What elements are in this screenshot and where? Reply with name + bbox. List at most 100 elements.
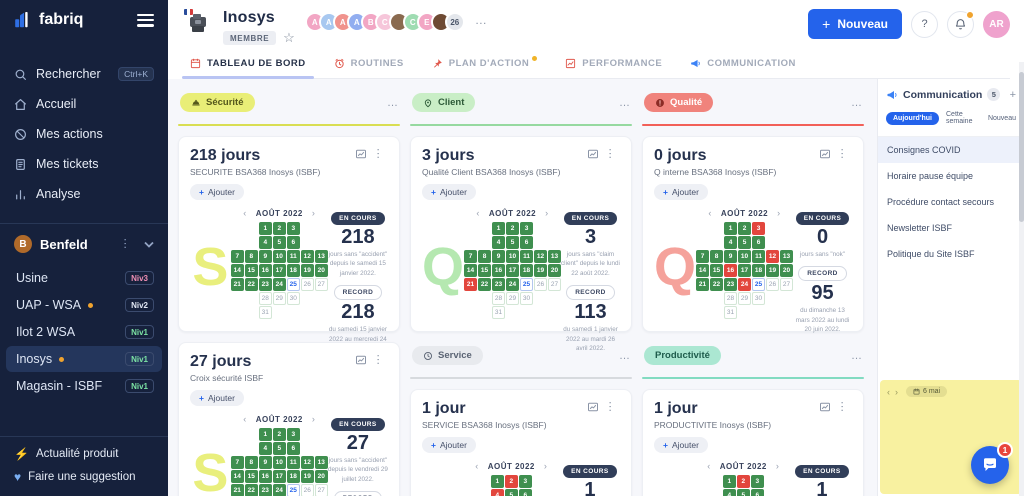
calendar-day[interactable]: 13 bbox=[314, 456, 328, 469]
sidebar-team-item-usine[interactable]: Usine Niv3 bbox=[6, 265, 162, 291]
prev-month-icon[interactable]: ‹ bbox=[475, 461, 479, 471]
card-kebab-icon[interactable]: … bbox=[606, 400, 621, 414]
calendar-day[interactable]: 7 bbox=[230, 456, 244, 469]
calendar-day[interactable]: 27 bbox=[314, 278, 328, 291]
calendar-day[interactable]: 3 bbox=[518, 475, 532, 488]
calendar-day[interactable]: 3 bbox=[286, 222, 300, 235]
calendar-day[interactable]: 14 bbox=[464, 264, 477, 277]
sidebar-team-item-magasin---isbf[interactable]: Magasin - ISBF Niv1 bbox=[6, 373, 162, 399]
calendar-day[interactable]: 10 bbox=[506, 250, 519, 263]
calendar-day[interactable]: 28 bbox=[724, 292, 737, 305]
calendar-day[interactable]: 31 bbox=[724, 306, 737, 319]
calendar-day[interactable]: 6 bbox=[286, 442, 300, 455]
prev-month-icon[interactable]: ‹ bbox=[707, 461, 711, 471]
section-pill[interactable]: Qualité bbox=[644, 93, 714, 112]
calendar-day[interactable]: 16 bbox=[724, 264, 737, 277]
calendar-day[interactable]: 23 bbox=[724, 278, 737, 291]
calendar-day[interactable]: 1 bbox=[258, 428, 272, 441]
calendar-day[interactable]: 2 bbox=[506, 222, 519, 235]
calendar-day[interactable]: 31 bbox=[492, 306, 505, 319]
calendar-day[interactable]: 22 bbox=[478, 278, 491, 291]
calendar-day[interactable]: 8 bbox=[478, 250, 491, 263]
calendar-day[interactable]: 18 bbox=[286, 264, 300, 277]
calendar-day[interactable]: 24 bbox=[738, 278, 751, 291]
next-month-icon[interactable]: › bbox=[775, 461, 780, 471]
calendar-day[interactable]: 11 bbox=[286, 250, 300, 263]
sticky-date-badge[interactable]: 6 mai bbox=[906, 386, 948, 397]
calendar-day[interactable]: 28 bbox=[258, 292, 272, 305]
communication-item[interactable]: Horaire pause équipe bbox=[887, 171, 974, 181]
sidebar-team-item-ilot-2-wsa[interactable]: Ilot 2 WSA Niv1 bbox=[6, 319, 162, 345]
card-kebab-icon[interactable]: … bbox=[606, 147, 621, 161]
indicator-card[interactable]: 27 jours … Croix sécurité ISBF + Ajouter S ‹ AO… bbox=[178, 342, 400, 496]
sidebar-team-item-inosys[interactable]: Inosys Niv1 bbox=[6, 346, 162, 373]
calendar-day[interactable]: 18 bbox=[520, 264, 533, 277]
calendar-day[interactable]: 30 bbox=[286, 292, 300, 305]
fabriq-logo[interactable]: fabriq bbox=[14, 11, 83, 29]
calendar-day[interactable]: 13 bbox=[314, 250, 328, 263]
star-icon[interactable]: ☆ bbox=[283, 30, 295, 45]
calendar-day[interactable]: 21 bbox=[230, 484, 244, 496]
calendar-day[interactable]: 19 bbox=[766, 264, 779, 277]
calendar-day[interactable]: 18 bbox=[286, 470, 300, 483]
section-pill[interactable]: Productivité bbox=[644, 346, 721, 365]
calendar-day[interactable]: 6 bbox=[286, 236, 300, 249]
prev-month-icon[interactable]: ‹ bbox=[243, 208, 247, 218]
calendar-day[interactable]: 29 bbox=[272, 292, 286, 305]
tab-communication[interactable]: COMMUNICATION bbox=[690, 58, 796, 78]
calendar-day[interactable]: 3 bbox=[520, 222, 533, 235]
calendar-day[interactable]: 1 bbox=[258, 222, 272, 235]
calendar-day[interactable]: 13 bbox=[780, 250, 793, 263]
calendar-day[interactable]: 9 bbox=[258, 456, 272, 469]
chevron-down-icon[interactable] bbox=[144, 241, 154, 248]
card-kebab-icon[interactable]: … bbox=[838, 147, 853, 161]
calendar-day[interactable]: 10 bbox=[272, 250, 286, 263]
calendar-day[interactable]: 11 bbox=[286, 456, 300, 469]
calendar-day[interactable]: 21 bbox=[230, 278, 244, 291]
calendar-day[interactable]: 20 bbox=[314, 264, 328, 277]
sidebar-item-accueil[interactable]: Accueil bbox=[0, 89, 168, 119]
calendar-day[interactable]: 18 bbox=[752, 264, 765, 277]
calendar-day[interactable]: 20 bbox=[780, 264, 793, 277]
calendar-day[interactable]: 27 bbox=[780, 278, 793, 291]
calendar-day[interactable]: 23 bbox=[258, 278, 272, 291]
tab-plan-d-action[interactable]: PLAN D'ACTION bbox=[432, 56, 538, 78]
communication-item[interactable]: Consignes COVID bbox=[878, 137, 1024, 163]
section-pill[interactable]: Service bbox=[412, 346, 483, 365]
calendar-day[interactable]: 24 bbox=[272, 484, 286, 496]
calendar-day[interactable]: 25 bbox=[520, 278, 533, 291]
calendar-day[interactable]: 4 bbox=[492, 236, 505, 249]
calendar-day[interactable]: 8 bbox=[244, 250, 258, 263]
calendar-day[interactable]: 5 bbox=[738, 236, 751, 249]
section-pill[interactable]: Sécurité bbox=[180, 93, 255, 112]
calendar-day[interactable]: 2 bbox=[272, 428, 286, 441]
calendar-day[interactable]: 6 bbox=[518, 489, 532, 496]
calendar-day[interactable]: 22 bbox=[244, 278, 258, 291]
add-button[interactable]: + Ajouter bbox=[654, 437, 708, 453]
calendar-day[interactable]: 9 bbox=[258, 250, 272, 263]
calendar-day[interactable]: 12 bbox=[534, 250, 547, 263]
calendar-day[interactable]: 26 bbox=[300, 278, 314, 291]
next-month-icon[interactable]: › bbox=[543, 461, 548, 471]
calendar-day[interactable]: 16 bbox=[258, 470, 272, 483]
calendar-day[interactable]: 4 bbox=[258, 442, 272, 455]
communication-tab[interactable]: Nouveau bbox=[987, 114, 1016, 122]
help-button[interactable]: ? bbox=[911, 10, 938, 38]
tab-tableau-de-bord[interactable]: TABLEAU DE BORD bbox=[182, 58, 314, 79]
calendar-day[interactable]: 27 bbox=[548, 278, 561, 291]
card-kebab-icon[interactable]: … bbox=[374, 353, 389, 367]
new-button[interactable]: + Nouveau bbox=[808, 9, 902, 39]
communication-add-button[interactable]: + bbox=[1009, 88, 1016, 101]
calendar-day[interactable]: 1 bbox=[722, 475, 736, 488]
calendar-day[interactable]: 15 bbox=[478, 264, 491, 277]
calendar-day[interactable]: 11 bbox=[520, 250, 533, 263]
calendar-day[interactable]: 17 bbox=[506, 264, 519, 277]
tab-performance[interactable]: PERFORMANCE bbox=[565, 58, 662, 78]
calendar-day[interactable]: 29 bbox=[738, 292, 751, 305]
calendar-day[interactable]: 17 bbox=[272, 470, 286, 483]
calendar-day[interactable]: 26 bbox=[534, 278, 547, 291]
calendar-day[interactable]: 8 bbox=[244, 456, 258, 469]
communication-item[interactable]: Politique du Site ISBF bbox=[887, 249, 975, 259]
calendar-day[interactable]: 14 bbox=[230, 470, 244, 483]
avatar-stack[interactable]: A A A A B C C E 26 bbox=[304, 12, 465, 32]
